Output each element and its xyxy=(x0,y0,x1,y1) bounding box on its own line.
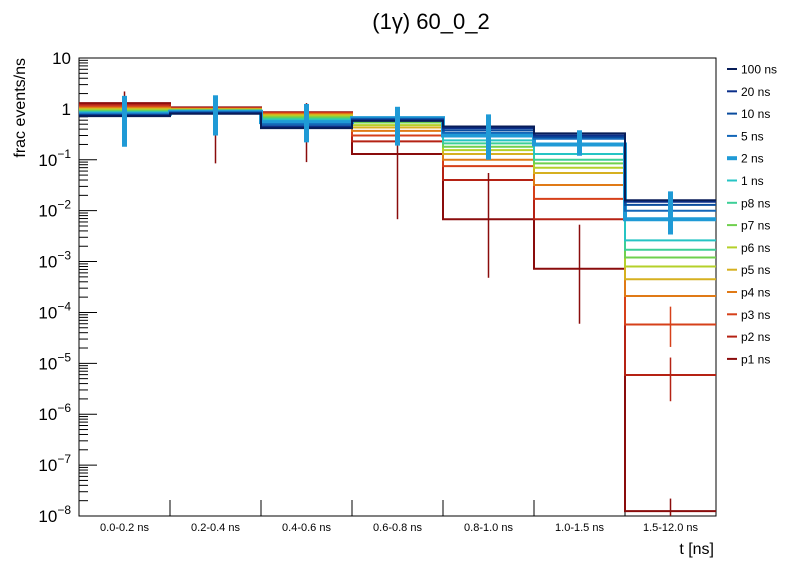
y-tick-label: 10−8 xyxy=(38,503,71,526)
legend-label: 10 ns xyxy=(741,107,770,121)
legend-label: 5 ns xyxy=(741,129,764,143)
legend-label: p4 ns xyxy=(741,286,770,300)
y-axis-label: frac events/ns xyxy=(12,58,29,158)
legend-label: p6 ns xyxy=(741,241,770,255)
x-tick-label: 0.4-0.6 ns xyxy=(282,522,331,534)
legend-label: p8 ns xyxy=(741,196,770,210)
legend-label: p7 ns xyxy=(741,219,770,233)
legend-label: p5 ns xyxy=(741,263,770,277)
x-tick-label: 1.5-12.0 ns xyxy=(643,522,699,534)
legend-label: 100 ns xyxy=(741,63,777,77)
y-tick-label: 10−6 xyxy=(38,401,71,424)
legend-label: p1 ns xyxy=(741,352,770,366)
plot-area: 10−8 10−7 10−6 10−5 10−4 10−3 10−2 10−1 1 10 0.0-0… xyxy=(38,49,717,534)
y-tick-label: 1 xyxy=(62,100,71,119)
legend-label: p2 ns xyxy=(741,330,770,344)
legend-label: 2 ns xyxy=(741,152,764,166)
chart-title: (1γ) 60_0_2 xyxy=(372,9,489,34)
plot-frame xyxy=(78,57,717,517)
x-tick-label: 0.8-1.0 ns xyxy=(464,522,513,534)
x-axis-label: t [ns] xyxy=(679,541,714,558)
y-tick-label: 10−2 xyxy=(38,198,71,221)
y-tick-label: 10−1 xyxy=(38,147,71,170)
legend-label: 1 ns xyxy=(741,174,764,188)
legend-label: p3 ns xyxy=(741,308,770,322)
x-tick-label: 0.2-0.4 ns xyxy=(191,522,240,534)
x-tick-label: 0.6-0.8 ns xyxy=(373,522,422,534)
legend: 100 ns 20 ns 10 ns 5 ns 2 ns 1 ns p8 ns p7 ns p6… xyxy=(727,63,777,366)
y-tick-label: 10−3 xyxy=(38,249,71,272)
legend-label: 20 ns xyxy=(741,85,770,99)
y-tick-label: 10−7 xyxy=(38,452,71,475)
x-tick-label: 0.0-0.2 ns xyxy=(100,522,149,534)
y-tick-label: 10−4 xyxy=(38,299,71,322)
y-tick-label: 10 xyxy=(52,49,71,68)
x-tick-label: 1.0-1.5 ns xyxy=(555,522,604,534)
y-tick-label: 10−5 xyxy=(38,350,71,373)
